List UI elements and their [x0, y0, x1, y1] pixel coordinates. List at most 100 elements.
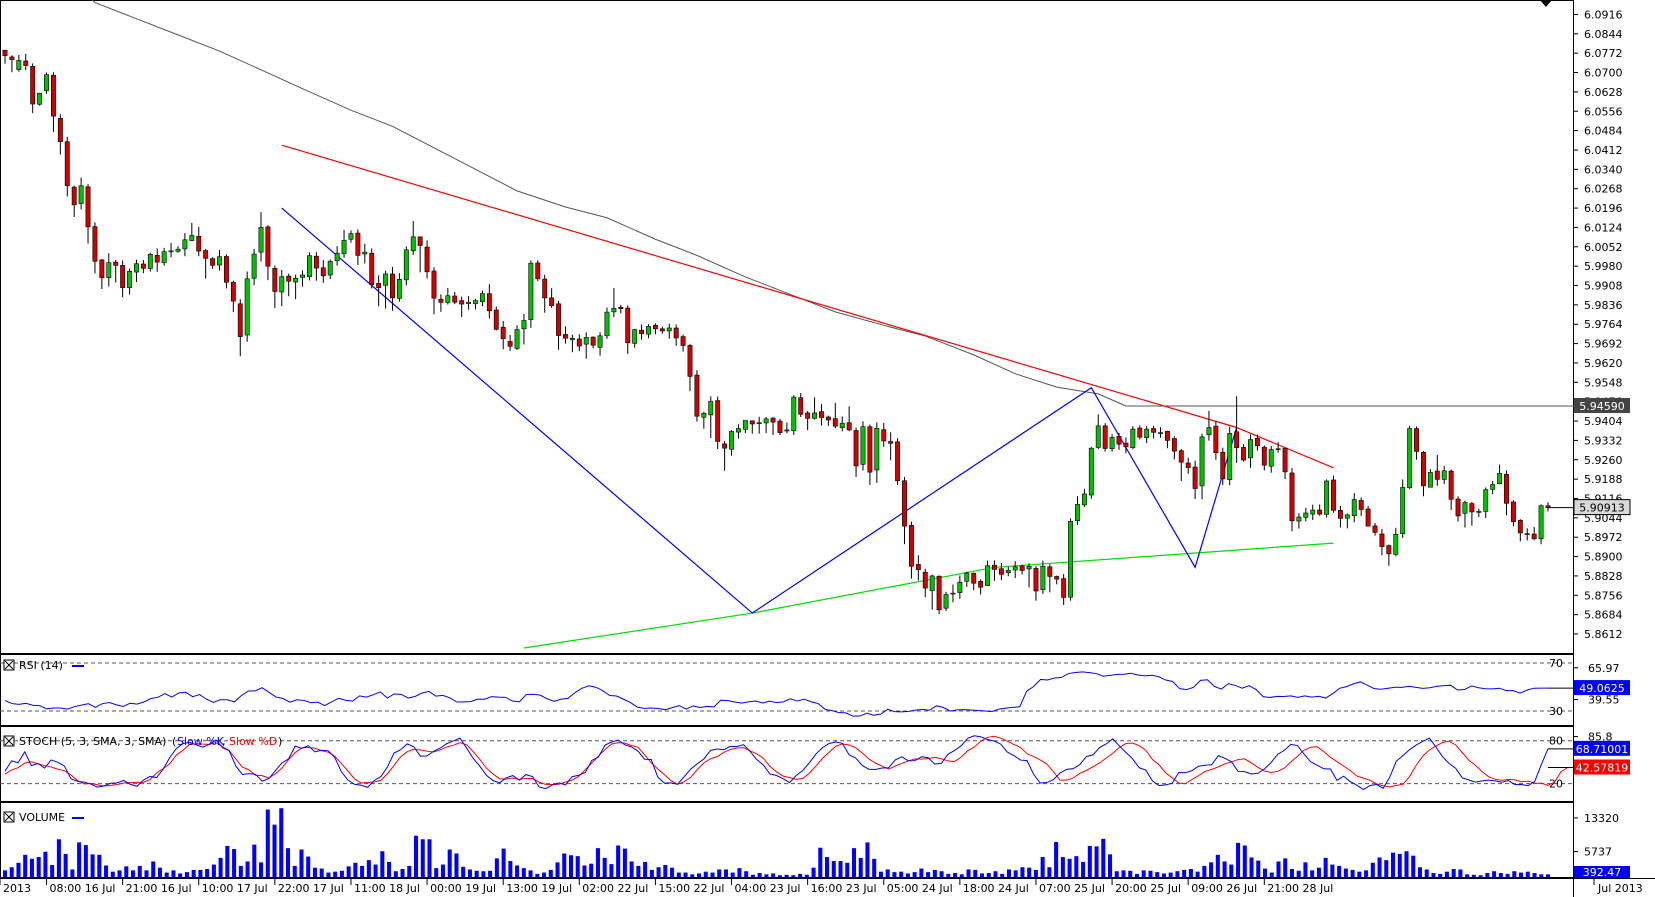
price-callouts: 5.94590 5.90913 — [1573, 397, 1631, 516]
volume-bar — [1081, 861, 1086, 877]
time-tick-label: 04:00 23 Jul — [735, 882, 801, 895]
volume-bar — [353, 862, 358, 877]
volume-bar — [1283, 858, 1288, 877]
volume-bar — [70, 869, 75, 877]
candle-down — [1510, 501, 1516, 522]
volume-bar — [380, 851, 385, 877]
candle-up — [44, 74, 49, 92]
volume-bar — [1000, 873, 1005, 877]
candle-up — [1095, 425, 1101, 448]
candle-down — [1434, 470, 1440, 480]
candle-up — [327, 261, 333, 276]
candle-down — [770, 417, 776, 423]
volume-bar — [1498, 873, 1503, 877]
moving-average-line — [91, 0, 1127, 407]
rsi-line — [4, 671, 1548, 717]
candle-down — [223, 256, 229, 283]
candle-down — [376, 283, 382, 288]
volume-bar — [164, 872, 169, 877]
volume-bar — [993, 871, 998, 877]
volume-bar — [649, 869, 654, 877]
scroll-marker[interactable] — [1540, 0, 1552, 7]
candle-down — [2, 49, 8, 56]
time-tick-label: 05:00 24 Jul — [887, 882, 953, 895]
volume-bar — [1006, 869, 1011, 877]
volume-bar — [926, 872, 931, 877]
volume-bar — [481, 871, 486, 877]
volume-bar — [326, 872, 331, 877]
candle-down — [99, 259, 105, 279]
candle-up — [839, 422, 845, 429]
volume-bar — [609, 864, 614, 877]
volume-bar — [1195, 871, 1200, 877]
price-tick-label: 5.9836 — [1584, 299, 1623, 312]
candle-up — [1400, 487, 1406, 535]
volume-bar — [36, 857, 41, 877]
volume-bar — [1114, 871, 1119, 877]
volume-bar — [1067, 858, 1072, 877]
volume-bar — [23, 854, 28, 877]
volume-tick-label: 5737 — [1584, 846, 1612, 859]
volume-bar — [1519, 872, 1524, 877]
candle-down — [1372, 525, 1378, 533]
candle-up — [528, 262, 534, 320]
candle-down — [1517, 519, 1523, 534]
candle-up — [1268, 449, 1274, 467]
volume-bar — [575, 856, 580, 877]
candle-down — [908, 525, 914, 567]
volume-bar — [589, 863, 594, 877]
candle-down — [825, 416, 831, 421]
volume-bar — [1168, 872, 1173, 877]
volume-bar — [602, 857, 607, 877]
candle-up — [701, 412, 707, 418]
volume-bar — [184, 872, 189, 877]
volume-bar — [1256, 860, 1261, 877]
price-tick-label: 6.0340 — [1584, 163, 1623, 176]
candle-down — [272, 268, 278, 292]
volume-bar — [9, 867, 14, 877]
candle-up — [134, 263, 139, 273]
volume-current-label: 392.47 — [1583, 866, 1622, 879]
candle-down — [196, 236, 202, 252]
scroll-marker-arrow[interactable] — [1540, 0, 1552, 7]
volume-bar — [488, 870, 493, 877]
volume-bar — [366, 860, 371, 877]
volume-bar — [434, 868, 439, 877]
candle-up — [791, 396, 797, 432]
volume-bar — [440, 864, 445, 877]
candle-down — [1282, 447, 1288, 473]
candle-down — [563, 334, 568, 339]
candle-down — [1019, 565, 1025, 571]
volume-bar — [1060, 857, 1065, 877]
candle-up — [1524, 533, 1530, 536]
candle-up — [1275, 448, 1281, 451]
volume-bar — [1465, 874, 1470, 877]
stochastic-legend-close: ) — [278, 735, 282, 748]
volume-bar — [1417, 867, 1422, 877]
volume-bar — [1323, 857, 1328, 877]
candle-down — [902, 480, 907, 527]
stochastic-legend-comma: , — [222, 735, 226, 748]
candle-down — [140, 263, 146, 269]
volume-bar — [979, 873, 985, 877]
candle-up — [1109, 437, 1115, 450]
candle-down — [881, 429, 887, 442]
time-tick-label: 16:00 23 Jul — [811, 882, 877, 895]
price-tick-label: 5.9980 — [1584, 260, 1623, 273]
volume-bar — [211, 864, 216, 877]
time-tick-label: 00:00 19 Jul — [430, 882, 496, 895]
candle-down — [1504, 473, 1509, 504]
volume-bar — [1478, 875, 1483, 877]
price-tick-label: 5.9908 — [1584, 280, 1623, 293]
candle-down — [1185, 462, 1191, 468]
candle-up — [341, 240, 347, 255]
volume-bar — [878, 871, 883, 877]
volume-bar — [919, 868, 924, 877]
candle-up — [1393, 533, 1399, 555]
candle-down — [1220, 451, 1226, 480]
candle-up — [1081, 493, 1087, 506]
volume-panel: VOLUME 13320 5737 392.47 — [0, 802, 1630, 879]
candle-down — [1164, 430, 1170, 441]
stochastic-toggle-cross-icon — [4, 736, 14, 746]
